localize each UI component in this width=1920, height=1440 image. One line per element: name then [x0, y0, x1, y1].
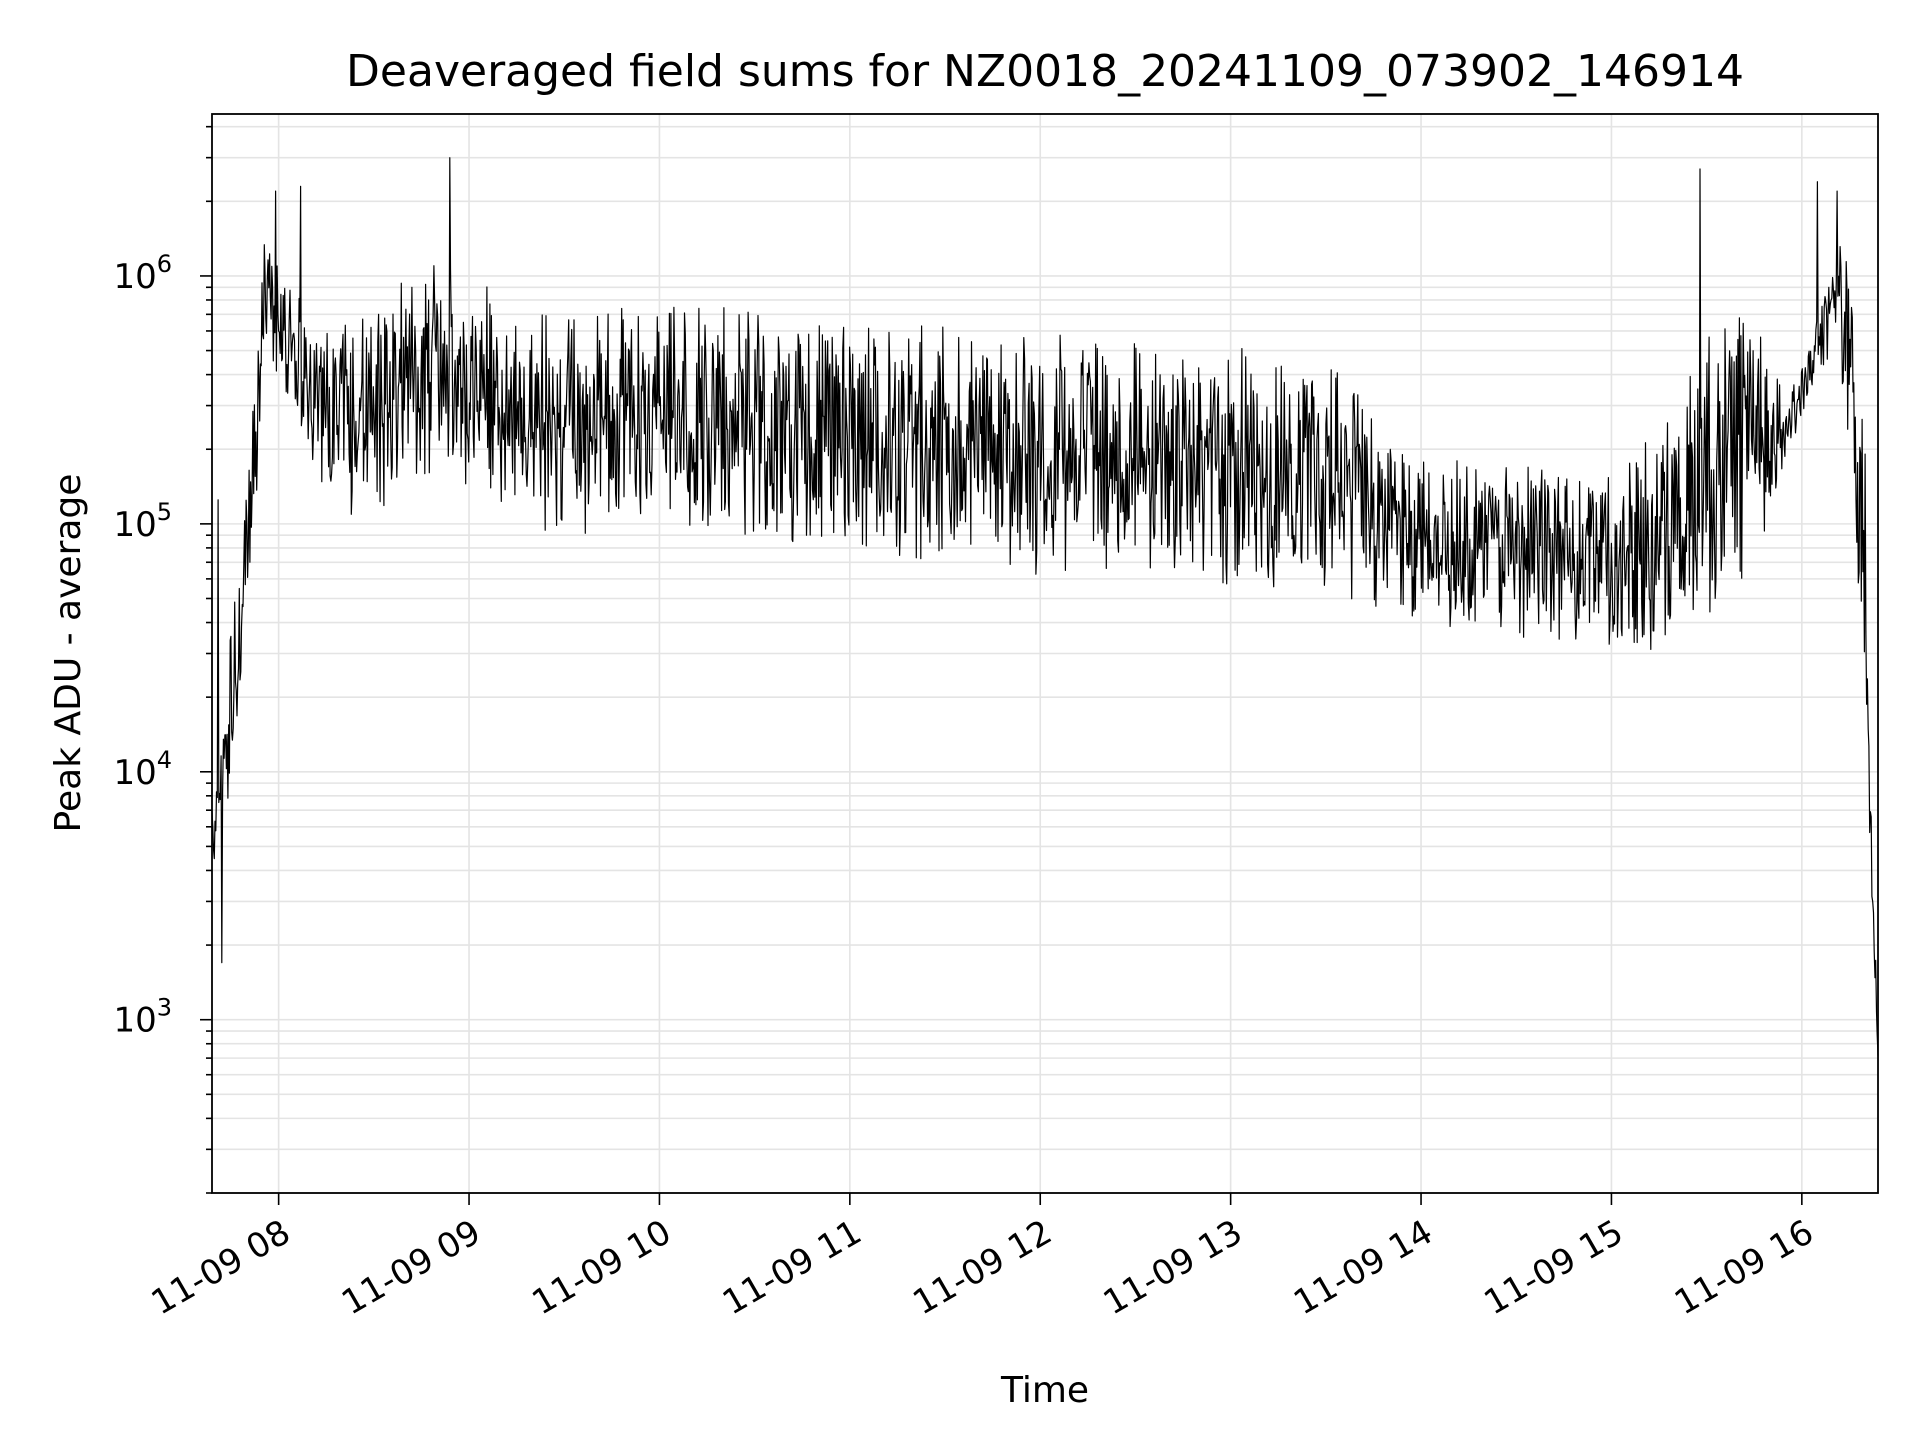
- y-axis-label: Peak ADU - average: [48, 474, 89, 833]
- y-tick-base: 10: [113, 505, 156, 545]
- series-layer: [211, 157, 1879, 1056]
- chart-title: Deaveraged field sums for NZ0018_2024110…: [346, 46, 1744, 97]
- x-tick-label: 11-09 09: [335, 1212, 487, 1323]
- y-tick-label: 105: [113, 498, 172, 545]
- y-tick-base: 10: [113, 1001, 156, 1041]
- x-tick-label: 11-09 10: [526, 1212, 678, 1323]
- x-tick-label: 11-09 12: [906, 1212, 1058, 1323]
- x-tick-label: 11-09 16: [1668, 1212, 1820, 1323]
- y-tick-base: 10: [113, 257, 156, 297]
- y-tick-label: 103: [113, 994, 172, 1041]
- y-tick-base: 10: [113, 753, 156, 793]
- x-tick-label: 11-09 14: [1287, 1212, 1439, 1323]
- x-tick-label: 11-09 15: [1478, 1212, 1630, 1323]
- x-tick-label: 11-09 08: [145, 1212, 297, 1323]
- series-line: [211, 157, 1879, 1056]
- y-tick-exponent: 4: [157, 746, 172, 774]
- y-tick-exponent: 5: [157, 498, 172, 526]
- x-tick-label: 11-09 11: [716, 1212, 868, 1323]
- y-tick-exponent: 6: [157, 250, 172, 278]
- y-tick-exponent: 3: [157, 994, 172, 1022]
- x-tick-label: 11-09 13: [1097, 1212, 1249, 1323]
- y-tick-label: 106: [113, 250, 172, 297]
- y-tick-label: 104: [113, 746, 172, 793]
- grid-layer: [212, 114, 1878, 1194]
- x-axis-label: Time: [1000, 1370, 1089, 1411]
